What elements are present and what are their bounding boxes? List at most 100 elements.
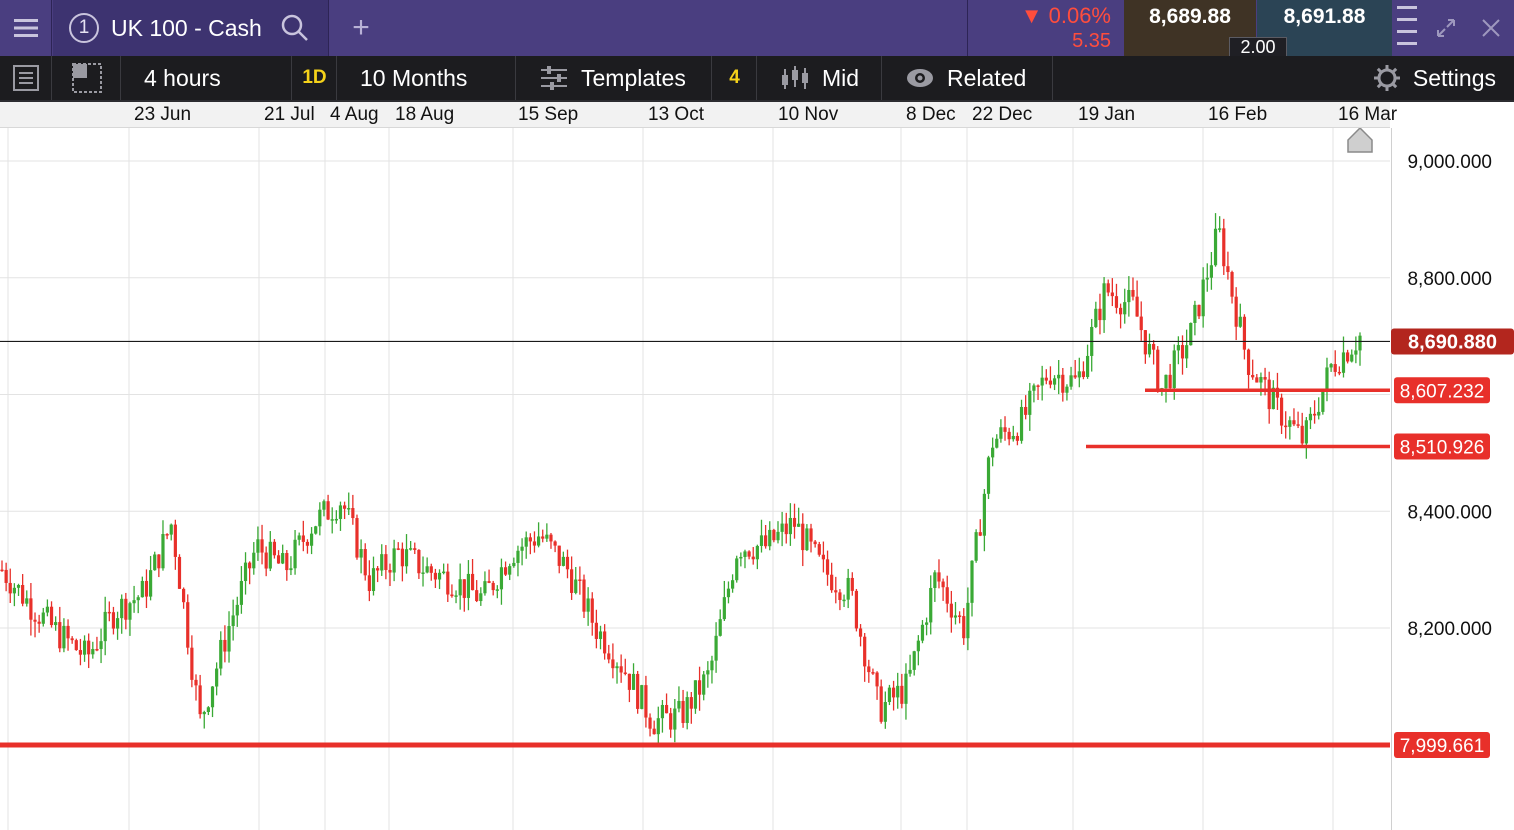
layout-button[interactable] [53, 56, 121, 100]
candle-body [454, 595, 458, 597]
templates-button[interactable]: Templates [517, 56, 712, 100]
candle-body [755, 545, 759, 560]
candle-body [673, 708, 677, 730]
candle-body [759, 535, 764, 546]
candle-body [1114, 296, 1119, 308]
candle-body [458, 579, 462, 596]
search-icon[interactable] [280, 13, 310, 48]
candle-body [177, 556, 182, 589]
settings-button[interactable]: Settings [1373, 56, 1496, 100]
candle-body [227, 626, 231, 652]
price-axis [1391, 128, 1514, 830]
candle-body [1028, 390, 1032, 415]
candle-body [929, 587, 933, 623]
candle-body [875, 672, 879, 687]
price-chart[interactable] [0, 128, 1514, 830]
related-button[interactable]: Related [883, 56, 1053, 100]
candle-body [190, 647, 194, 680]
interval-badge[interactable]: 1D [293, 56, 337, 100]
candle-body [842, 599, 846, 602]
candle-body [466, 573, 471, 598]
candle-body [1213, 228, 1218, 266]
templates-count-badge[interactable]: 4 [713, 56, 757, 100]
candle-body [264, 552, 268, 569]
top-bar: 1 UK 100 - Cash + ▼ 0.06% 5.35 8,689.88 … [0, 0, 1514, 57]
candle-body [475, 590, 479, 602]
candle-body [751, 556, 755, 560]
candle-body [1131, 289, 1135, 297]
candle-body [400, 548, 404, 567]
candle-body [376, 568, 380, 571]
candle-body [429, 566, 433, 573]
instrument-tab[interactable]: 1 UK 100 - Cash [53, 0, 329, 56]
candle-body [326, 501, 330, 520]
candle-body [503, 567, 508, 575]
candle-body [49, 606, 54, 626]
candle-body [953, 615, 958, 618]
candle-body [512, 562, 516, 567]
candle-body [710, 660, 714, 671]
chart-grid [0, 128, 1390, 830]
candle-body [933, 572, 937, 588]
watchlist-button[interactable] [0, 56, 52, 100]
candle-body [574, 579, 578, 593]
candle-body [1300, 425, 1304, 444]
hamburger-menu-button[interactable] [0, 0, 52, 56]
sell-price-button[interactable]: 8,689.88 [1124, 0, 1256, 56]
candle-body [920, 624, 925, 641]
candle-body [1246, 349, 1251, 375]
candle-body [433, 572, 438, 580]
candle-body [260, 539, 264, 553]
candle-body [115, 618, 120, 629]
price-type-selector[interactable]: Mid [758, 56, 882, 100]
candle-body [974, 532, 978, 561]
candle-body [1147, 343, 1152, 355]
candle-body [446, 571, 450, 595]
candle-body [219, 639, 223, 669]
candle-body [186, 602, 190, 648]
candle-body [1259, 377, 1263, 383]
candle-body [206, 707, 210, 713]
candle-body [549, 534, 553, 542]
candle-body [1209, 265, 1214, 278]
expand-icon[interactable] [1430, 0, 1462, 56]
candle-body [1057, 374, 1061, 379]
candle-body [169, 524, 173, 535]
candle-body [1180, 345, 1185, 359]
candle-body [623, 672, 627, 674]
add-tab-button[interactable]: + [352, 11, 370, 44]
candle-body [1337, 371, 1341, 374]
candle-body [483, 581, 487, 594]
candle-body [111, 612, 116, 629]
panel-stack-icon[interactable] [1394, 0, 1420, 56]
candle-body [1007, 431, 1011, 440]
candle-body [1164, 374, 1168, 389]
candle-body [916, 640, 920, 652]
candlestick-icon [780, 65, 810, 91]
candle-body [615, 666, 619, 669]
candle-body [1354, 350, 1358, 355]
candle-body [772, 529, 776, 541]
close-icon[interactable] [1474, 0, 1508, 56]
interval-selector[interactable]: 4 hours [122, 56, 292, 100]
candle-body [301, 535, 305, 542]
candle-body [809, 528, 813, 542]
candle-body [413, 548, 417, 550]
candle-body [1094, 308, 1098, 327]
candle-body [648, 717, 652, 729]
home-icon[interactable] [1347, 128, 1373, 153]
candle-body [1061, 374, 1065, 393]
spread-value: 2.00 [1229, 37, 1287, 57]
candle-body [900, 685, 904, 704]
candle-body [421, 572, 425, 574]
candle-body [1098, 308, 1102, 321]
period-selector[interactable]: 10 Months [338, 56, 516, 100]
candle-body [912, 651, 916, 670]
candle-body [215, 668, 219, 687]
candle-body [198, 685, 202, 715]
candle-body [4, 569, 8, 583]
candle-body [194, 679, 198, 686]
candle-body [854, 590, 859, 629]
candle-body [1238, 316, 1242, 327]
candle-body [1069, 375, 1073, 387]
